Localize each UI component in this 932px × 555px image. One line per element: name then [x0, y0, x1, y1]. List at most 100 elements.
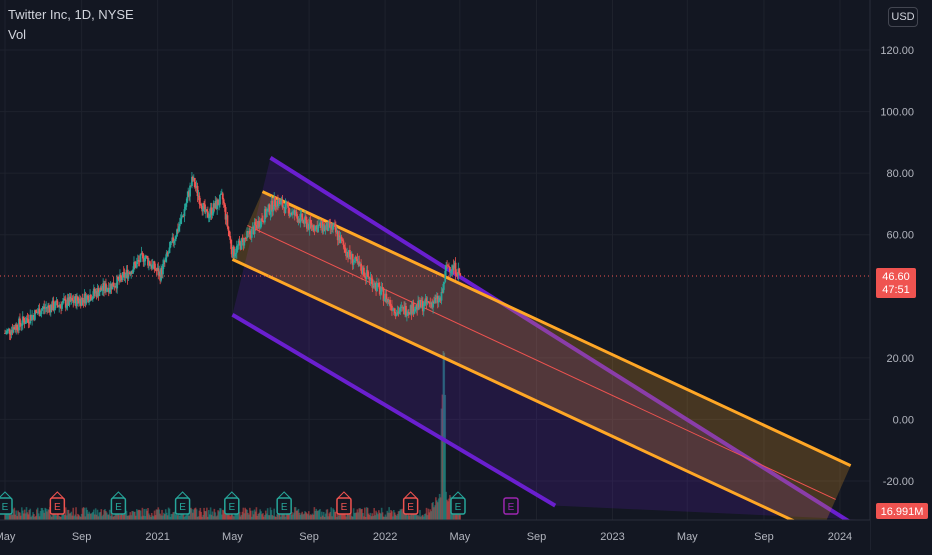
candle-body [221, 193, 224, 200]
volume-bar [409, 510, 412, 520]
volume-bar [133, 511, 135, 520]
candle-body [110, 283, 113, 290]
regression-channels[interactable] [231, 156, 870, 536]
candle-body [273, 197, 276, 210]
candle-body [248, 231, 250, 233]
volume-bar [143, 508, 146, 520]
candle-body [150, 265, 153, 269]
candle-body [420, 299, 422, 307]
volume-bar [130, 515, 132, 520]
candle-body [148, 261, 150, 266]
candle-body [280, 200, 283, 202]
candle-body [307, 224, 310, 230]
volume-bar [388, 507, 390, 520]
earnings-marker-cap [50, 491, 64, 499]
volume-bar [314, 510, 317, 520]
candle-body [85, 295, 88, 304]
candle-body [392, 308, 395, 310]
volume-bar [337, 515, 340, 520]
volume-bar [168, 508, 171, 520]
volume-bar [399, 509, 402, 520]
volume-bar [398, 511, 401, 520]
candle-body [316, 225, 319, 232]
candle-body [404, 305, 406, 315]
volume-bar [174, 511, 176, 520]
volume-bar [426, 515, 429, 520]
volume-bar [127, 515, 130, 520]
volume-tag [876, 503, 928, 519]
volume-bar [215, 516, 218, 520]
volume-bar [204, 511, 206, 520]
volume-bar [317, 510, 319, 520]
candle-body [368, 277, 371, 281]
volume-bar [72, 507, 75, 520]
volume-bar [142, 515, 145, 520]
volume-bar [296, 510, 299, 520]
candle-body [188, 191, 191, 197]
current-price-countdown: 47:51 [882, 284, 910, 296]
earnings-marker-negative: E [49, 491, 66, 515]
candle-body [4, 333, 6, 335]
candle-body [308, 219, 311, 230]
candle-body [337, 235, 340, 241]
volume-bar [38, 516, 41, 520]
earnings-marker-cap [112, 491, 125, 499]
time-axis[interactable]: May Sep 2021 May Sep 2022 May Sep 2023 May Sep 2024 [0, 519, 870, 550]
volume-bar [332, 508, 334, 520]
candle-body [451, 265, 454, 271]
volume-bar [106, 512, 108, 520]
candle-body [204, 204, 206, 213]
price-tick-label: -20.00 [883, 476, 914, 488]
volume-bar [141, 507, 144, 520]
volume-bar [326, 509, 329, 520]
volume-bar [397, 511, 400, 520]
volume-bar [300, 513, 303, 520]
candle-body [303, 220, 305, 224]
volume-bar [12, 509, 15, 520]
volume-bar [177, 515, 179, 520]
candle-body [201, 208, 204, 212]
volume-bar [74, 514, 76, 520]
candle-body [291, 211, 294, 215]
volume-bar [250, 510, 252, 520]
candle-body [291, 213, 293, 215]
volume-bar [416, 515, 418, 520]
candle-body [126, 269, 129, 279]
candle-body [252, 226, 255, 235]
candle-body [29, 314, 32, 324]
candle-body [351, 254, 354, 265]
volume-bar [43, 512, 46, 520]
volume-bar [140, 516, 143, 520]
volume-bar [262, 513, 264, 520]
volume-bar [148, 513, 150, 520]
candle-body [261, 218, 263, 221]
candle-body [224, 207, 227, 220]
volume-bar [408, 515, 411, 520]
earnings-marker-box [0, 497, 13, 515]
candle-body [5, 333, 7, 335]
candle-body [442, 283, 445, 293]
candle-body [282, 207, 285, 209]
currency-button[interactable]: USD [888, 7, 918, 27]
volume-bar [218, 511, 220, 520]
volume-bar [25, 507, 28, 520]
candle-body [383, 298, 386, 301]
volume-bar [14, 514, 17, 520]
volume-bar [29, 508, 32, 520]
candle-body [272, 209, 275, 212]
volume-bar [76, 516, 78, 520]
candle-body [242, 238, 245, 246]
volume-bar [193, 508, 196, 520]
volume-bar [436, 502, 439, 520]
candle-body [112, 282, 115, 287]
candle-body [114, 286, 117, 287]
earnings-marker-negative: E [402, 491, 419, 515]
volume-bar [380, 507, 383, 520]
volume-bar [64, 507, 67, 520]
candle-body [312, 225, 315, 231]
candle-body [53, 308, 56, 310]
earnings-marker-positive: E [224, 491, 240, 515]
candle-body [179, 218, 182, 224]
volume-bar [33, 514, 35, 520]
